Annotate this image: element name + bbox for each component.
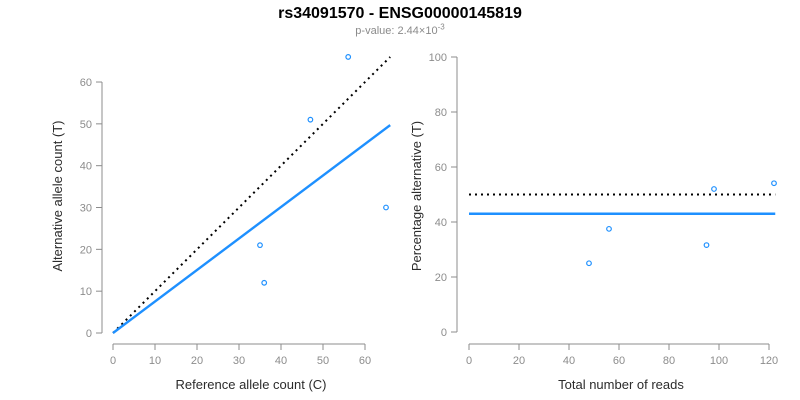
data-point	[345, 54, 352, 60]
expected-50-50-line	[112, 56, 391, 334]
x-tick-label: 60	[613, 355, 625, 367]
y-tick-label: 10	[80, 286, 92, 298]
x-tick-label: 30	[233, 355, 245, 367]
data-point	[606, 225, 612, 232]
y-tick-label: 80	[435, 107, 447, 119]
y-tick-label: 20	[80, 244, 92, 256]
x-tick-label: 20	[513, 355, 525, 367]
allele-count-plot: 0 10 20 30 40 50 60 0 10 20 30 40 50 60 Reference alle…	[50, 54, 391, 392]
x-axis-title: Reference allele count (C)	[175, 377, 326, 392]
data-point	[771, 180, 777, 187]
x-tick-label: 50	[317, 355, 329, 367]
x-tick-label: 120	[760, 355, 778, 367]
x-tick-label: 10	[149, 355, 161, 367]
y-axis-title: Percentage alternative (T)	[409, 121, 424, 271]
y-tick-label: 0	[441, 327, 447, 339]
y-tick-label: 0	[86, 328, 92, 340]
data-point	[711, 186, 717, 192]
data-point	[703, 242, 710, 249]
x-tick-label: 40	[275, 355, 287, 367]
data-point	[257, 242, 263, 249]
x-tick-label: 40	[563, 355, 575, 367]
percentage-plot: 0 20 40 60 80 100 120 0 20 40 60 80 100 Total number …	[409, 52, 778, 392]
y-axis-title: Alternative allele count (T)	[50, 120, 65, 271]
data-point	[307, 116, 314, 123]
x-tick-label: 80	[663, 355, 675, 367]
x-axis-title: Total number of reads	[558, 377, 684, 392]
data-point	[383, 204, 389, 211]
y-tick-label: 40	[435, 217, 447, 229]
y-tick-label: 100	[429, 52, 447, 64]
x-tick-label: 20	[191, 355, 203, 367]
y-tick-label: 40	[80, 161, 92, 173]
y-tick-label: 60	[435, 162, 447, 174]
x-tick-label: 60	[359, 355, 371, 367]
data-point	[586, 260, 592, 267]
y-tick-label: 50	[80, 119, 92, 131]
y-tick-label: 30	[80, 203, 92, 215]
fitted-ratio-line	[112, 124, 391, 334]
x-tick-label: 100	[710, 355, 728, 367]
y-tick-label: 60	[80, 77, 92, 89]
data-point	[261, 279, 268, 286]
x-tick-label: 0	[466, 355, 472, 367]
x-tick-label: 0	[110, 355, 116, 367]
y-tick-label: 20	[435, 272, 447, 284]
